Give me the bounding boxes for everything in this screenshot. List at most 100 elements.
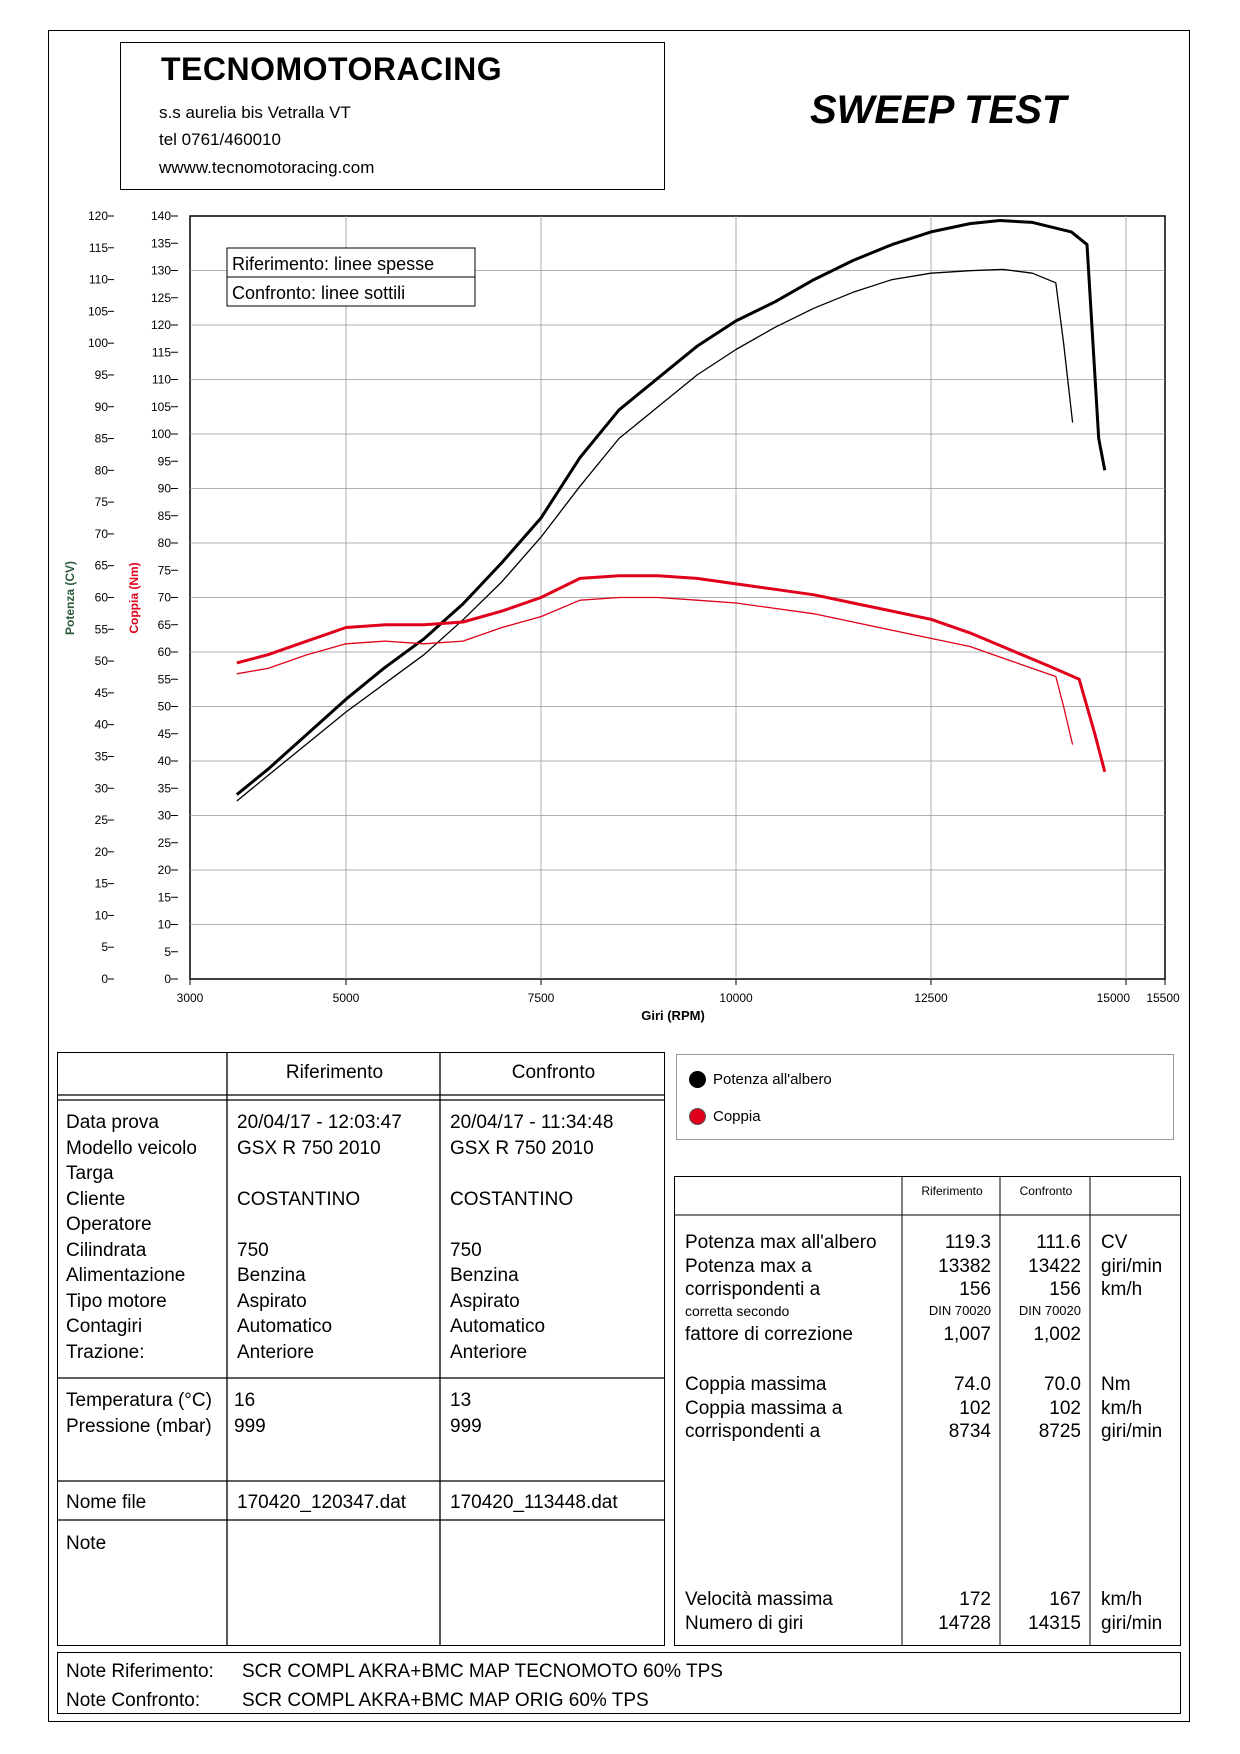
power-tick-label: 100 <box>88 336 108 350</box>
report-title: SWEEP TEST <box>810 88 1067 132</box>
info-cmp-value: 20/04/17 - 11:34:48 <box>450 1112 614 1133</box>
stats-cmp-value: 1,002 <box>1033 1323 1081 1345</box>
chart-legend-note: Riferimento: linee spesse Confronto: lin… <box>226 247 476 307</box>
torque-tick-label: 20 <box>158 863 172 877</box>
stats-label: corretta secondo <box>685 1302 790 1319</box>
performance-stats-table: Riferimento Confronto Potenza max all'al… <box>674 1176 1181 1646</box>
info-ref-block1: 20/04/17 - 12:03:47 GSX R 750 2010 COSTANT… <box>237 1110 402 1365</box>
torque-tick-label: 60 <box>158 645 172 659</box>
stats-row: corrispondenti a 156 156 km/h <box>675 1279 1182 1303</box>
stats-row: Potenza max all'albero 119.3 111.6 CV <box>675 1232 1182 1256</box>
series-legend: Potenza all'albero Coppia <box>676 1054 1174 1140</box>
stats-unit: Nm <box>1101 1374 1131 1395</box>
info-col-reference: Riferimento <box>285 1062 384 1083</box>
info-cmp-value: COSTANTINO <box>450 1188 574 1210</box>
dyno-chart: 0510152025303540455055606570758085909510… <box>63 209 1180 1023</box>
stats-col-reference: Riferimento <box>921 1184 983 1198</box>
info-cmp-value: 13 <box>450 1390 472 1411</box>
power-tick-label: 45 <box>95 686 109 700</box>
stats-ref-value: 74.0 <box>954 1374 991 1395</box>
info-label: Pressione (mbar) <box>66 1415 212 1437</box>
power-tick-label: 95 <box>95 368 109 382</box>
info-cmp-block2: 13 999 <box>450 1388 482 1439</box>
torque-tick-label: 0 <box>164 972 171 986</box>
stats-label: Coppia massima a <box>685 1397 843 1419</box>
info-cmp-value: Benzina <box>450 1265 519 1286</box>
torque-tick-label: 95 <box>158 454 172 468</box>
legend-torque-swatch <box>689 1108 706 1125</box>
legend-torque-label: Coppia <box>713 1108 761 1125</box>
stats-unit: giri/min <box>1101 1421 1163 1442</box>
power-tick-label: 0 <box>101 972 108 986</box>
torque-tick-label: 50 <box>158 700 172 714</box>
torque-tick-label: 40 <box>158 754 172 768</box>
torque-tick-label: 35 <box>158 781 172 795</box>
info-ref-value <box>237 1212 402 1238</box>
stats-ref-value: 172 <box>959 1589 991 1610</box>
stats-label: Potenza max all'albero <box>685 1232 877 1253</box>
torque-tick-label: 115 <box>152 345 171 359</box>
stats-cmp-value: 102 <box>1049 1397 1081 1419</box>
stats-power-block: Potenza max all'albero 119.3 111.6 CV Potenz… <box>675 1232 1182 1347</box>
info-cmp-value: 750 <box>450 1239 482 1261</box>
stats-cmp-value: 111.6 <box>1036 1232 1081 1253</box>
info-ref-block2: 16 999 <box>234 1388 266 1439</box>
torque-axis: 0 5 10 15 20 25 30 35 40 45 50 55 60 65 70 75 80 85 90 95 10… <box>151 209 178 986</box>
power-tick-label: 15 <box>95 877 109 891</box>
info-cmp-value: GSX R 750 2010 <box>450 1137 594 1159</box>
info-ref-value: 20/04/17 - 12:03:47 <box>237 1112 402 1133</box>
torque-tick-label: 70 <box>158 591 172 605</box>
power-tick-label: 25 <box>95 813 109 827</box>
chart-series <box>235 219 1107 802</box>
info-ref-value: COSTANTINO <box>237 1188 361 1210</box>
power-tick-label: 75 <box>95 495 109 509</box>
legend-power: Potenza all'albero <box>689 1071 832 1088</box>
torque-tick-label: 15 <box>158 890 172 904</box>
stats-label: Velocità massima <box>685 1589 833 1610</box>
chart-grid <box>189 215 1166 980</box>
stats-row: Potenza max a 13382 13422 giri/min <box>675 1256 1182 1280</box>
stats-unit: km/h <box>1101 1397 1143 1419</box>
legend-note-reference: Riferimento: linee spesse <box>232 254 434 274</box>
info-labels-block2: Temperatura (°C) Pressione (mbar) <box>66 1388 212 1439</box>
power-tick-label: 30 <box>95 781 109 795</box>
power-tick-label: 50 <box>95 654 109 668</box>
legend-torque: Coppia <box>689 1108 761 1125</box>
cmp-note-label: Note Confronto: <box>66 1690 201 1711</box>
x-tick-label: 15500 <box>1146 991 1180 1005</box>
stats-cmp-value: 13422 <box>1028 1255 1081 1277</box>
info-ref-value: Anteriore <box>237 1341 315 1363</box>
power-tick-label: 60 <box>95 591 109 605</box>
info-label: Cliente <box>66 1188 126 1210</box>
stats-cmp-value: 167 <box>1049 1589 1081 1610</box>
stats-speed-block: Velocità massima 172 167 km/h Numero di giri… <box>675 1589 1182 1636</box>
info-ref-value: Aspirato <box>237 1290 307 1312</box>
info-label: Operatore <box>66 1214 152 1235</box>
info-label: Trazione: <box>66 1341 145 1363</box>
cmp-file-name: 170420_113448.dat <box>450 1492 618 1513</box>
legend-note-comparison: Confronto: linee sottili <box>232 283 405 303</box>
stats-unit: CV <box>1101 1232 1128 1253</box>
legend-power-label: Potenza all'albero <box>713 1071 832 1088</box>
power-axis-label: Potenza (CV) <box>63 561 77 635</box>
info-label: Temperatura (°C) <box>66 1390 212 1411</box>
file-label: Nome file <box>66 1492 147 1513</box>
note-label: Note <box>66 1533 107 1554</box>
x-tick-label: 15000 <box>1097 991 1131 1005</box>
vehicle-info-table: Riferimento Confronto Data prova Modello … <box>57 1052 665 1646</box>
info-label: Tipo motore <box>66 1290 167 1312</box>
torque-tick-label: 120 <box>151 318 171 332</box>
info-cmp-block1: 20/04/17 - 11:34:48 GSX R 750 2010 COSTANT… <box>450 1110 613 1365</box>
x-tick-label: 10000 <box>719 991 753 1005</box>
torque-line-riferimento <box>236 574 1107 773</box>
company-name: TECNOMOTORACING <box>161 51 503 87</box>
torque-tick-label: 80 <box>158 536 172 550</box>
info-ref-value: Automatico <box>237 1316 333 1337</box>
stats-label: Numero di giri <box>685 1612 804 1634</box>
stats-col-comparison: Confronto <box>1019 1184 1073 1198</box>
stats-label: corrispondenti a <box>685 1421 821 1442</box>
x-tick-label: 12500 <box>914 991 948 1005</box>
x-tick-label: 5000 <box>333 991 360 1005</box>
power-tick-label: 115 <box>89 241 108 255</box>
stats-unit: km/h <box>1101 1279 1143 1300</box>
